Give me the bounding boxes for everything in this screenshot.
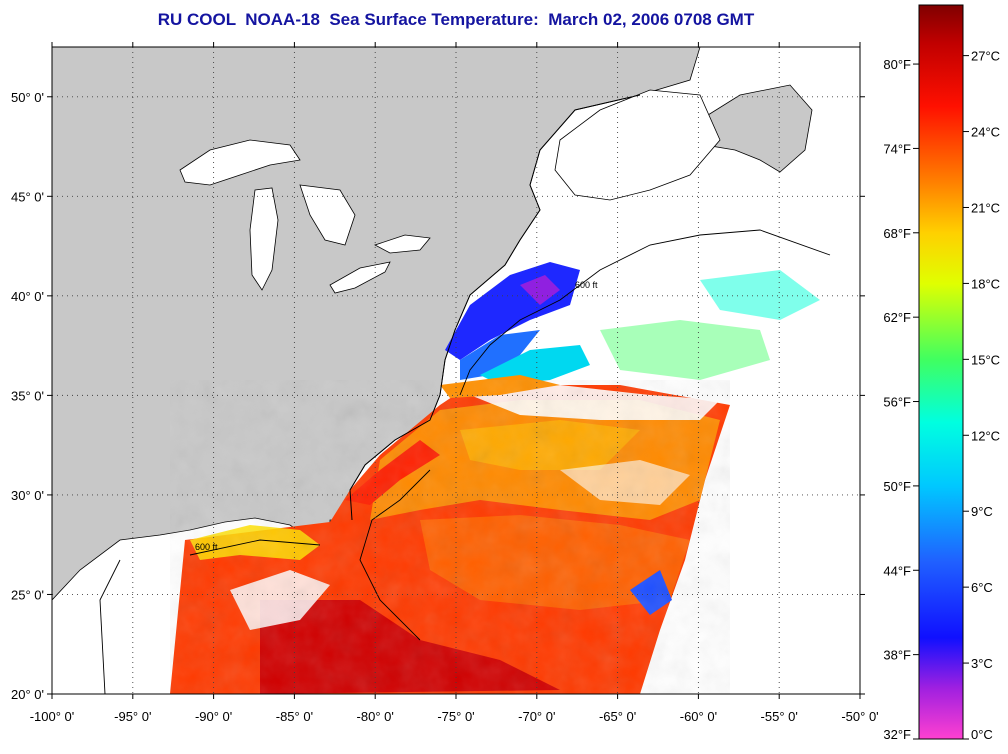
fahrenheit-tick-label: 80°F xyxy=(883,57,911,72)
lat-tick-label: 35° 0' xyxy=(11,388,44,403)
lon-tick-label: -100° 0' xyxy=(30,709,75,724)
lake-ontario xyxy=(373,234,431,254)
fahrenheit-tick-label: 56°F xyxy=(883,395,911,410)
isobath-600ft xyxy=(99,229,831,694)
lon-tick-label: -90° 0' xyxy=(195,709,232,724)
celsius-tick-label: 27°C xyxy=(971,49,1000,64)
lat-tick-label: 20° 0' xyxy=(11,687,44,702)
lon-tick-label: -70° 0' xyxy=(518,709,555,724)
lat-tick-label: 25° 0' xyxy=(11,587,44,602)
lon-tick-label: -60° 0' xyxy=(680,709,717,724)
lake-superior xyxy=(179,139,301,186)
fahrenheit-tick-label: 68°F xyxy=(883,226,911,241)
lon-tick-label: -75° 0' xyxy=(437,709,474,724)
celsius-tick-label: 18°C xyxy=(971,276,1000,291)
sst-texture xyxy=(170,380,730,694)
celsius-tick-label: 3°C xyxy=(971,656,993,671)
lon-tick-label: -95° 0' xyxy=(114,709,151,724)
celsius-tick-label: 6°C xyxy=(971,580,993,595)
lon-tick-label: -80° 0' xyxy=(357,709,394,724)
celsius-tick-label: 12°C xyxy=(971,428,1000,443)
lat-tick-label: 45° 0' xyxy=(11,189,44,204)
celsius-tick-label: 24°C xyxy=(971,125,1000,140)
celsius-tick-label: 21°C xyxy=(971,200,1000,215)
isobath-label-gulf: 600 ft xyxy=(195,542,218,552)
isobath-label: 600 ft xyxy=(575,280,598,290)
celsius-tick-label: 0°C xyxy=(971,727,993,742)
lake-erie xyxy=(329,261,391,294)
colorbar-scale xyxy=(918,4,964,740)
fahrenheit-tick-label: 62°F xyxy=(883,310,911,325)
lon-tick-label: -65° 0' xyxy=(599,709,636,724)
lon-tick-label: -55° 0' xyxy=(761,709,798,724)
celsius-tick-label: 9°C xyxy=(971,504,993,519)
celsius-axis: 0°C 3°C 6°C 9°C 12°C 15°C 18°C 21°C 24°C 27°C xyxy=(963,49,1000,742)
chart-title: RU COOL NOAA-18 Sea Surface Temperature:… xyxy=(157,10,755,29)
celsius-tick-label: 15°C xyxy=(971,352,1000,367)
lat-tick-label: 40° 0' xyxy=(11,289,44,304)
newfoundland-land xyxy=(699,84,813,173)
latitude-axis: 20° 0' 25° 0' 30° 0' 35° 0' 40° 0' 45° 0' 50° … xyxy=(11,90,865,702)
longitude-axis: -100° 0' -95° 0' -90° 0' -85° 0' -80° 0' -75°… xyxy=(30,42,879,724)
east-coastline xyxy=(349,94,641,521)
fahrenheit-tick-label: 38°F xyxy=(883,648,911,663)
lat-tick-label: 50° 0' xyxy=(11,90,44,105)
fahrenheit-tick-label: 44°F xyxy=(883,563,911,578)
sst-map: -100° 0' -95° 0' -90° 0' -85° 0' -80° 0' -75°… xyxy=(11,42,879,724)
fahrenheit-tick-label: 74°F xyxy=(883,141,911,156)
lake-michigan xyxy=(249,187,279,291)
lake-huron xyxy=(299,184,356,246)
lat-tick-label: 30° 0' xyxy=(11,488,44,503)
fahrenheit-axis: 32°F 38°F 44°F 50°F 56°F 62°F 68°F 74°F 80°F xyxy=(883,57,919,742)
lon-tick-label: -85° 0' xyxy=(276,709,313,724)
fahrenheit-tick-label: 32°F xyxy=(883,727,911,742)
fahrenheit-tick-label: 50°F xyxy=(883,479,911,494)
lon-tick-label: -50° 0' xyxy=(841,709,878,724)
